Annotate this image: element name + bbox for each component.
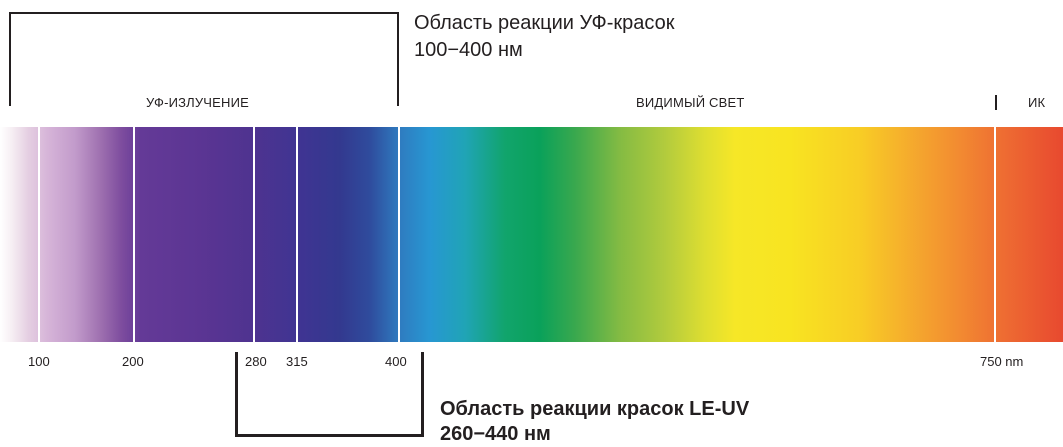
divider-200 (133, 127, 135, 342)
tick-label-750: 750 nm (980, 354, 1024, 369)
le-uv-region-title: Область реакции красок LE-UV (440, 398, 750, 420)
divider-100 (38, 127, 40, 342)
ir-band-label: ИК (1028, 95, 1046, 110)
uv-region-bracket (9, 12, 399, 106)
uv-region-title: Область реакции УФ-красок (414, 12, 675, 34)
tick-label-200: 200 (122, 354, 144, 369)
divider-280 (253, 127, 255, 342)
tick-label-100: 100 (28, 354, 50, 369)
visible-band-label: ВИДИМЫЙ СВЕТ (636, 95, 745, 110)
uv-region-range: 100−400 нм (414, 39, 523, 61)
spectrum-bar (0, 127, 1063, 342)
ir-boundary-tick (995, 95, 997, 110)
le-uv-bracket-right (421, 352, 424, 437)
divider-315 (296, 127, 298, 342)
tick-label-280: 280 (245, 354, 267, 369)
le-uv-region-range: 260−440 нм (440, 423, 551, 445)
divider-750 (994, 127, 996, 342)
le-uv-bracket-left (235, 352, 238, 437)
tick-label-400: 400 (385, 354, 407, 369)
tick-label-315: 315 (286, 354, 308, 369)
divider-400 (398, 127, 400, 342)
uv-band-label: УФ-ИЗЛУЧЕНИЕ (146, 95, 250, 110)
le-uv-bracket-bottom (235, 434, 424, 437)
